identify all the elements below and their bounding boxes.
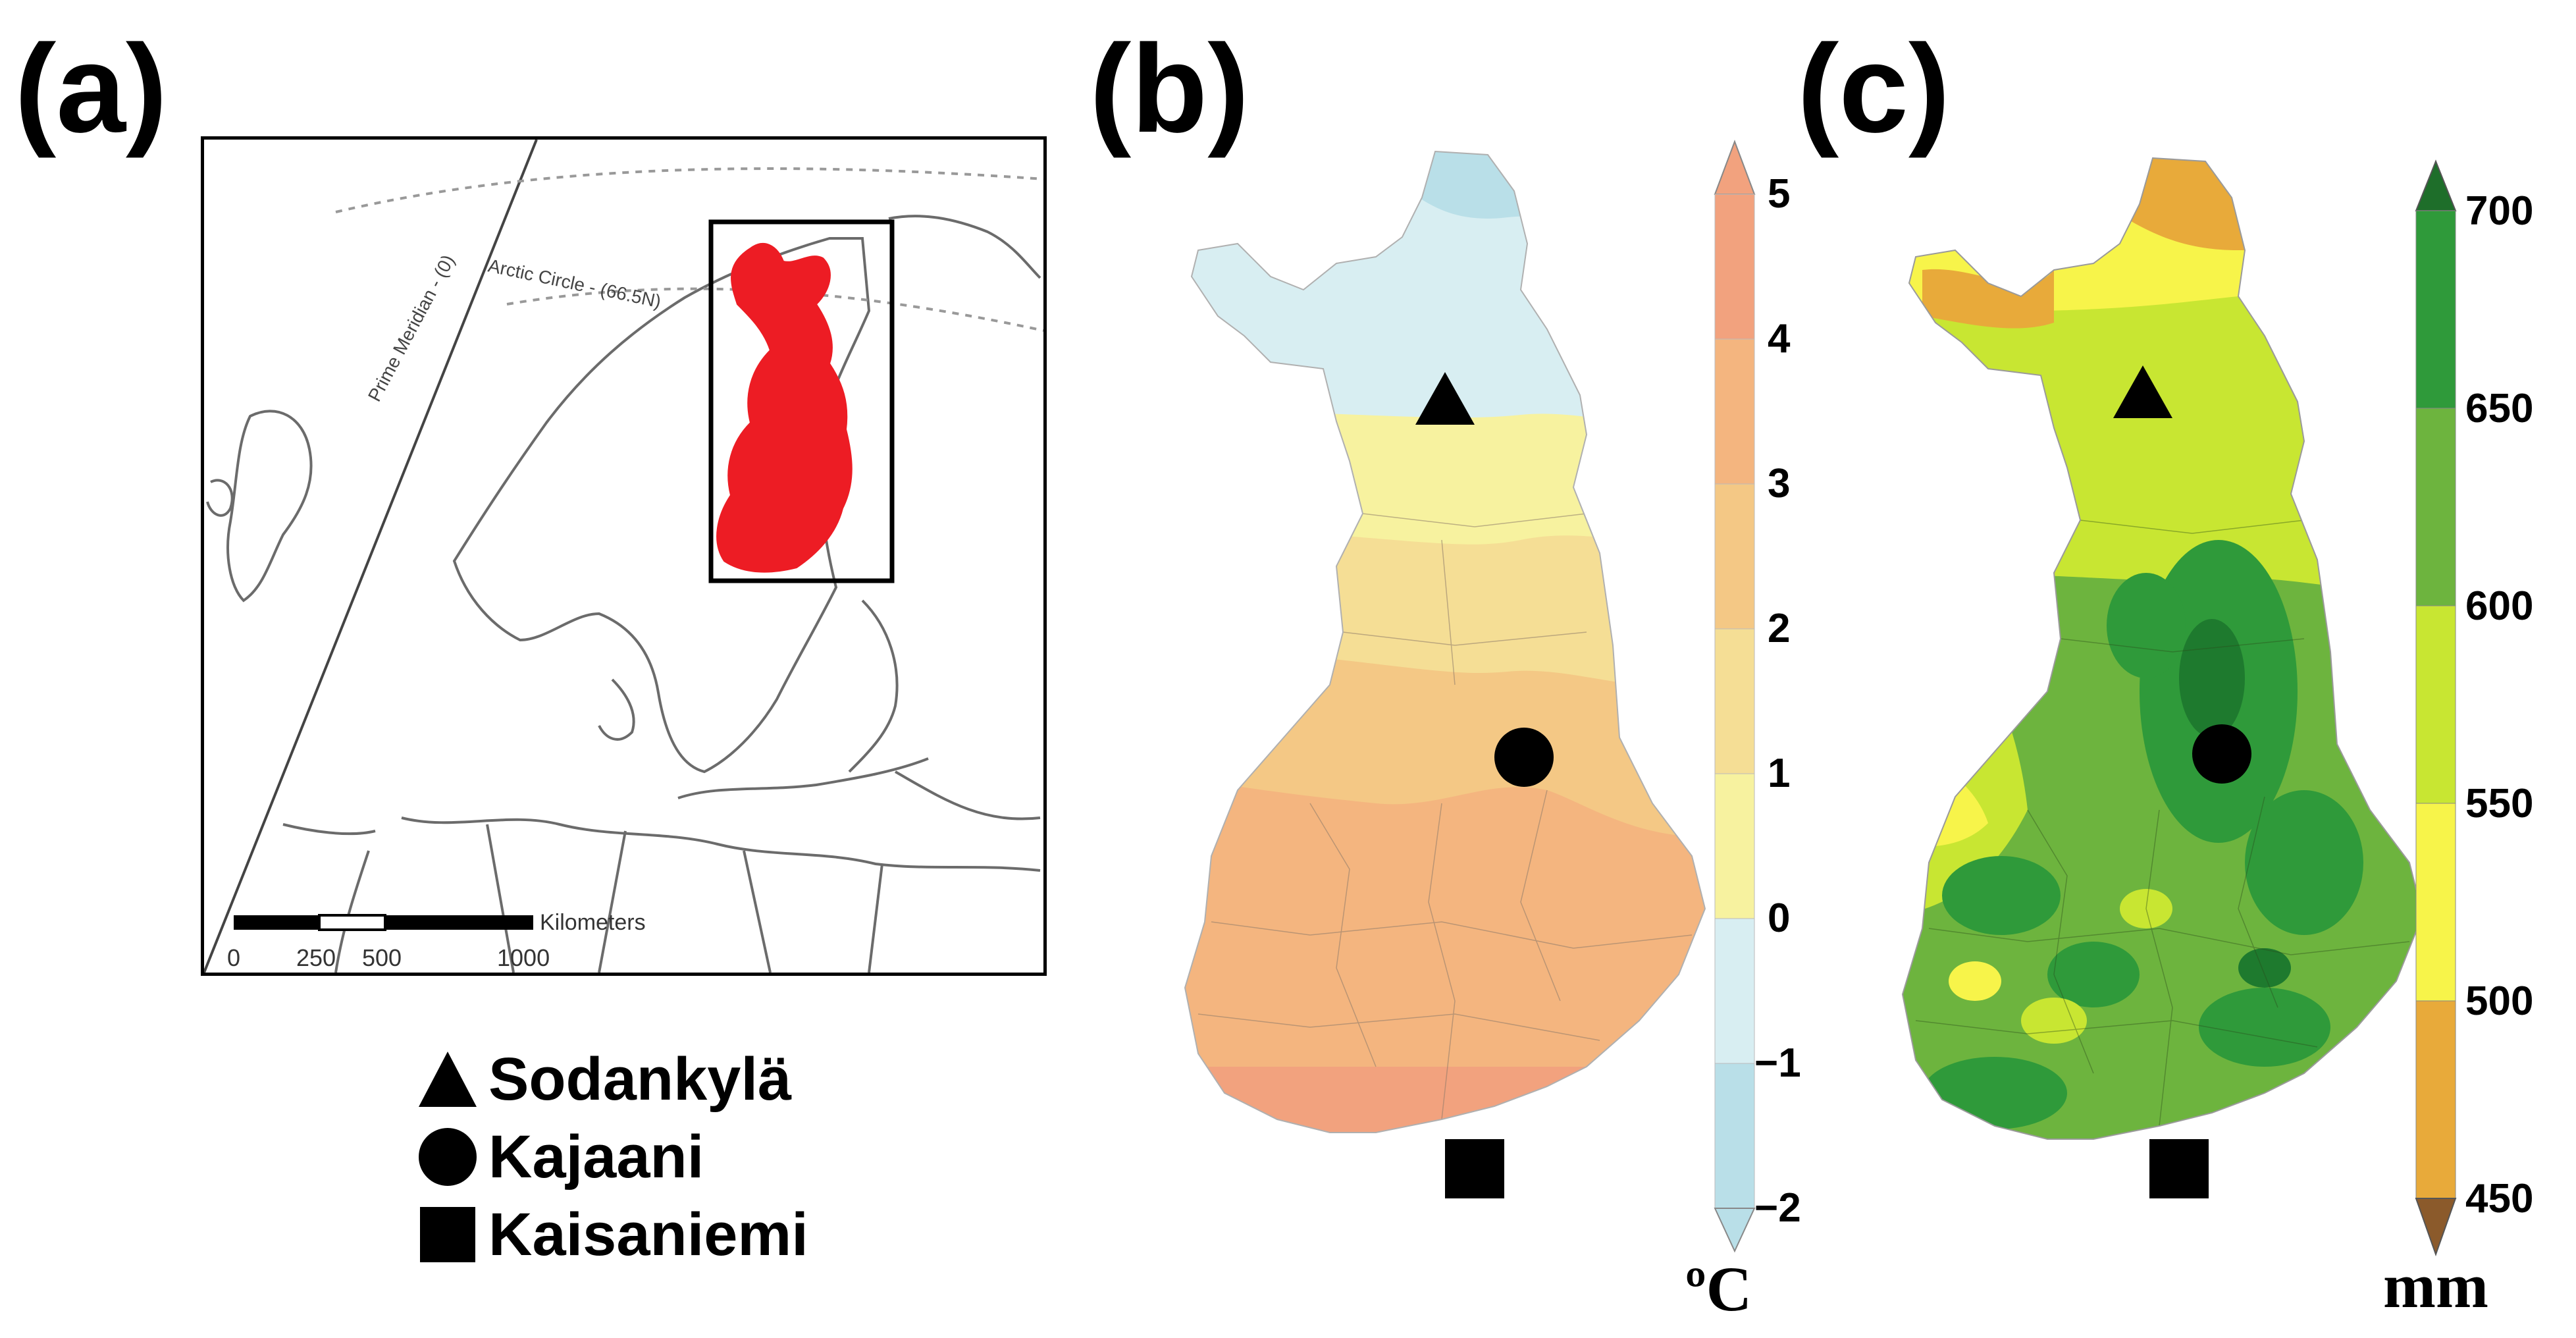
legend-row-sodankyla: Sodankylä (415, 1040, 808, 1118)
circle-icon (419, 1128, 477, 1186)
pcb-band-0 (2415, 210, 2456, 409)
pcb-tick-700: 700 (2465, 188, 2534, 234)
tcb-band-6 (1714, 1063, 1755, 1209)
tcb-tick-4: 4 (1768, 316, 1791, 361)
prime-meridian-line (203, 139, 538, 973)
tcb-tick-5: 5 (1768, 171, 1791, 217)
tcb-tick-2: 2 (1768, 606, 1791, 651)
finland-highlight (716, 242, 853, 573)
pcb-band-2 (2415, 605, 2456, 804)
europe-map-drawing: Prime Meridian - (0) Arctic Circle - (66… (203, 139, 1044, 973)
circle-icon (2192, 724, 2251, 784)
tcb-tick-1: 1 (1768, 751, 1791, 796)
tcb-band-0 (1714, 194, 1755, 340)
finland-bounding-box (708, 219, 895, 583)
tcb-band-3 (1714, 628, 1755, 774)
panel-label-b: (b) (1090, 19, 1249, 159)
tcb-tick-neg1: −1 (1754, 1040, 1801, 1086)
triangle-icon (419, 1052, 477, 1107)
pcb-tick-650: 650 (2465, 386, 2534, 431)
circle-icon (1494, 728, 1554, 787)
tcb-tick-0: 0 (1768, 896, 1791, 941)
tcb-band-2 (1714, 483, 1755, 629)
precipitation-unit: mm (2383, 1250, 2488, 1321)
tcb-band-5 (1714, 918, 1755, 1064)
precipitation-colorbar (2415, 159, 2457, 1257)
tcb-band-4 (1714, 773, 1755, 919)
panel-label-c: (c) (1797, 19, 1951, 159)
legend-label-kaisaniemi: Kaisaniemi (488, 1200, 808, 1268)
pcb-band-4 (2415, 1000, 2456, 1199)
pcb-tick-500: 500 (2465, 978, 2534, 1024)
triangle-icon (2113, 365, 2172, 418)
legend-label-sodankyla: Sodankylä (488, 1045, 792, 1113)
arctic-circle-line (506, 287, 1044, 332)
station-legend: Sodankylä Kajaani Kaisaniemi (415, 1040, 808, 1273)
prime-meridian-label: Prime Meridian - (0) (364, 252, 459, 405)
pcb-tick-550: 550 (2465, 781, 2534, 826)
tcb-tick-3: 3 (1768, 461, 1791, 506)
precipitation-map (1901, 157, 2424, 1198)
pcb-tick-450: 450 (2465, 1176, 2534, 1221)
pcb-band-3 (2415, 803, 2456, 1002)
pcb-band-1 (2415, 408, 2456, 606)
pcb-tick-600: 600 (2465, 583, 2534, 629)
tcb-tick-neg2: −2 (1754, 1185, 1801, 1231)
square-icon (1445, 1139, 1504, 1198)
tcb-band-1 (1714, 338, 1755, 485)
scale-bar-unit: Kilometers (540, 910, 646, 935)
europe-inset-map: Prime Meridian - (0) Arctic Circle - (66… (201, 136, 1047, 976)
legend-row-kaisaniemi: Kaisaniemi (415, 1196, 808, 1273)
scale-tick-250: 250 (296, 944, 336, 971)
temperature-map (1184, 150, 1706, 1198)
scale-bar: Kilometers 0 250 500 1000 (227, 910, 646, 971)
scale-tick-500: 500 (362, 944, 402, 971)
scale-tick-0: 0 (227, 944, 240, 971)
legend-row-kajaani: Kajaani (415, 1118, 808, 1196)
temperature-colorbar (1714, 140, 1756, 1253)
square-icon (420, 1207, 475, 1262)
scale-tick-1000: 1000 (497, 944, 550, 971)
triangle-icon (1415, 372, 1475, 425)
panel-label-a: (a) (14, 19, 168, 159)
temperature-unit: ºC (1685, 1254, 1752, 1324)
square-icon (2149, 1139, 2209, 1198)
legend-label-kajaani: Kajaani (488, 1123, 704, 1191)
